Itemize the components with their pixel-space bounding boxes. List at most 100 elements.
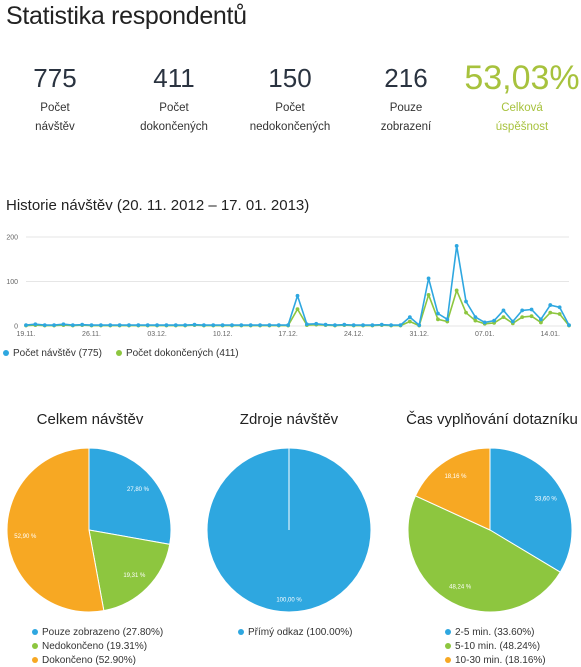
- series-point: [379, 322, 384, 327]
- y-tick-label: 100: [6, 279, 18, 286]
- series-point: [454, 288, 459, 293]
- stat-label-line2: dokončených: [140, 121, 208, 133]
- stat-label-line2: zobrazení: [380, 121, 432, 133]
- series-point: [473, 315, 478, 319]
- series-point: [333, 323, 337, 328]
- series-point: [286, 323, 291, 328]
- legend-label: Nedokončeno (19.31%): [42, 640, 148, 652]
- series-point: [173, 323, 178, 328]
- legend-item: Dokončeno (52.90%): [32, 653, 163, 667]
- pie-data-label: 19,31 %: [123, 573, 146, 579]
- y-tick-label: 200: [6, 235, 18, 242]
- x-tick-label: 31.12.: [409, 331, 429, 338]
- legend-label: 10-30 min. (18.16%): [455, 654, 546, 666]
- series-point: [108, 323, 113, 328]
- stat-value: 216: [384, 63, 428, 93]
- x-tick-label: 26.11.: [82, 331, 101, 338]
- series-point: [501, 315, 506, 319]
- series-point: [557, 312, 562, 316]
- series-point: [211, 323, 216, 328]
- legend-dot: [3, 350, 9, 356]
- series-point: [464, 299, 468, 304]
- series-point: [42, 323, 47, 328]
- series-point: [417, 323, 422, 328]
- series-point: [510, 319, 515, 324]
- pie-chart-visit-sources: 100,00 %: [206, 447, 372, 613]
- series-point: [230, 323, 234, 328]
- series-point: [183, 323, 188, 328]
- series-point: [426, 276, 431, 281]
- pie-data-label: 52,90 %: [14, 534, 37, 540]
- x-tick-label: 19.11.: [17, 331, 36, 338]
- legend-dot: [445, 629, 451, 635]
- pie-title-visit-sources: Zdroje návštěv: [239, 411, 339, 428]
- pie-slice: [88, 529, 171, 612]
- series-line: [25, 245, 570, 326]
- legend-dot: [32, 657, 38, 663]
- series-point: [33, 322, 38, 327]
- legend-dot: [445, 657, 451, 663]
- pie-legend-visit-sources: Přímý odkaz (100.00%): [238, 625, 353, 639]
- series-point: [145, 323, 150, 328]
- pie-data-label: 48,24 %: [449, 585, 472, 591]
- legend-item: Nedokončeno (19.31%): [32, 639, 163, 653]
- stat-completed: 411 Počet dokončených: [114, 58, 234, 136]
- series-point: [492, 318, 497, 323]
- series-point: [127, 323, 131, 328]
- stat-views-only: 216 Pouze zobrazení: [346, 58, 466, 136]
- pie-slice: [6, 447, 105, 613]
- legend-label: Dokončeno (52.90%): [42, 654, 136, 666]
- series-point: [539, 320, 543, 325]
- pie-title-total-visits: Celkem návštěv: [36, 411, 144, 428]
- series-point: [464, 310, 468, 315]
- legend-dot: [32, 629, 38, 635]
- visit-history-chart: 0 100 200 19.11. 26.11. 03.12. 10.12. 17.12. 24.…: [6, 235, 571, 338]
- legend-dot: [445, 643, 451, 649]
- series-point: [454, 244, 459, 248]
- series-point: [548, 310, 553, 315]
- series-point: [98, 323, 103, 328]
- series-point: [520, 308, 525, 313]
- series-point: [529, 314, 534, 319]
- x-tick-label: 17.12.: [278, 331, 298, 338]
- series-point: [426, 292, 431, 297]
- series-point: [136, 323, 141, 328]
- pie-title-completion-time: Čas vyplňování dotazníku: [406, 411, 578, 428]
- series-point: [482, 320, 487, 325]
- series-point: [361, 323, 365, 328]
- series-point: [445, 317, 450, 322]
- series-point: [389, 323, 394, 328]
- stat-label-line2: úspěšnost: [495, 121, 549, 133]
- series-point: [295, 293, 300, 298]
- series-point: [567, 323, 571, 328]
- pie-data-label: 27,80 %: [127, 487, 150, 493]
- legend-dot: [115, 350, 122, 356]
- series-point: [407, 315, 412, 319]
- series-point: [473, 318, 478, 323]
- legend-item-completed: Počet dokončených (411): [115, 346, 239, 360]
- stat-label-line2: nedokončených: [249, 121, 331, 133]
- series-point: [70, 323, 75, 328]
- visit-history-title: Historie návštěv (20. 11. 2012 – 17. 01.…: [6, 197, 310, 214]
- stat-label-line1: Počet: [275, 102, 305, 114]
- series-point: [258, 323, 262, 328]
- legend-dot: [32, 643, 38, 649]
- line-chart-legend: Počet návštěv (775) Počet dokončených (4…: [3, 346, 253, 360]
- stat-label-line2: návštěv: [35, 121, 75, 133]
- legend-item: Přímý odkaz (100.00%): [238, 625, 353, 639]
- series-point: [520, 315, 525, 319]
- series-point: [80, 322, 85, 327]
- stat-label-line1: Pouze: [389, 102, 423, 114]
- series-point: [164, 323, 169, 328]
- pie-chart-completion-time: 33,60 % 48,24 % 18,16 %: [407, 447, 573, 613]
- legend-label: Počet návštěv (775): [13, 347, 102, 359]
- series-point: [398, 323, 403, 328]
- legend-label: Pouze zobrazeno (27.80%): [42, 626, 164, 638]
- pie-data-label: 18,16 %: [444, 474, 467, 480]
- series-point: [248, 323, 253, 328]
- x-tick-label: 24.12.: [344, 331, 364, 338]
- legend-label: Počet dokončených (411): [125, 347, 239, 359]
- series-point: [557, 305, 562, 310]
- stat-value: 53,03%: [464, 59, 580, 97]
- series-point: [89, 323, 94, 328]
